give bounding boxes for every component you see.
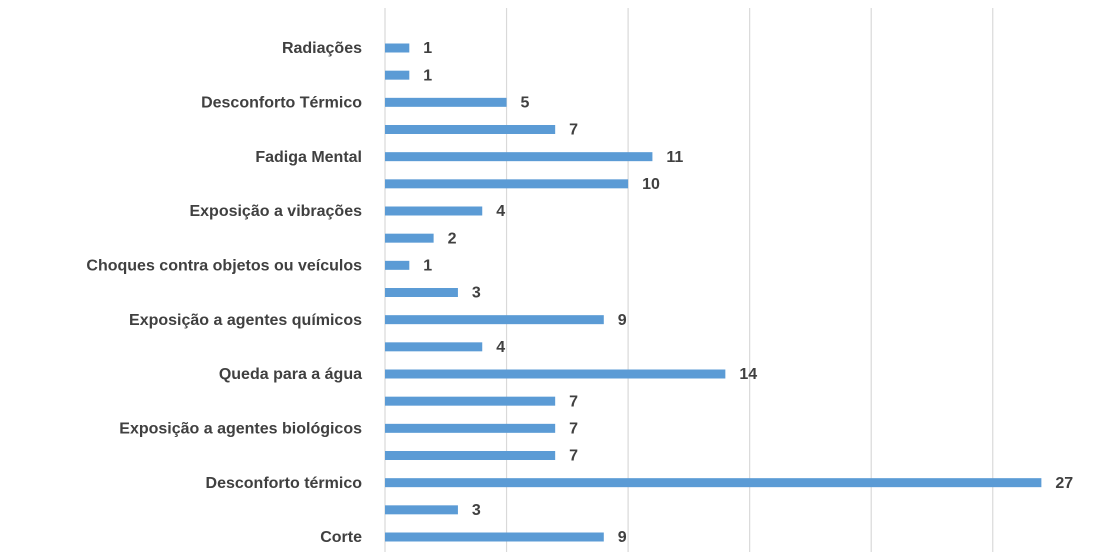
bar [385, 369, 726, 379]
bar [385, 43, 410, 53]
bar [385, 179, 629, 189]
data-label: 10 [642, 176, 660, 193]
bar [385, 260, 410, 270]
y-tick-label: Exposição a agentes biológicos [119, 421, 362, 438]
bar [385, 70, 410, 80]
y-tick-label: Radiações [282, 40, 362, 57]
bar [385, 288, 458, 297]
bar [385, 125, 556, 134]
y-tick-label: Exposição a vibrações [189, 203, 362, 220]
bar [385, 451, 556, 460]
bar [385, 396, 556, 406]
y-tick-label: Exposição a agentes químicos [129, 312, 362, 329]
data-label: 5 [521, 95, 530, 112]
bar [385, 342, 483, 352]
data-label: 7 [569, 448, 578, 465]
bar [385, 206, 483, 216]
bar [385, 505, 458, 515]
data-label: 2 [448, 230, 457, 247]
data-label: 4 [496, 339, 505, 356]
bar [385, 233, 434, 243]
data-label: 27 [1055, 475, 1073, 492]
data-label: 14 [739, 366, 757, 383]
y-tick-label: Choques contra objetos ou veículos [86, 258, 362, 275]
data-label: 9 [618, 312, 627, 329]
bar [385, 532, 604, 542]
data-label: 7 [569, 122, 578, 139]
data-label: 1 [423, 40, 432, 57]
data-label: 7 [569, 421, 578, 438]
bar [385, 152, 653, 162]
data-label: 1 [423, 258, 432, 275]
bar [385, 97, 507, 107]
data-label: 1 [423, 67, 432, 84]
data-label: 7 [569, 393, 578, 410]
bar [385, 315, 604, 325]
y-tick-label: Queda para a água [219, 366, 362, 383]
y-tick-label: Fadiga Mental [255, 149, 362, 166]
y-tick-label: Desconforto Térmico [201, 95, 362, 112]
data-label: 3 [472, 502, 481, 519]
data-label: 4 [496, 203, 505, 220]
bar [385, 478, 1042, 488]
data-label: 11 [666, 149, 683, 166]
y-tick-label: Desconforto térmico [206, 475, 363, 492]
y-tick-label: Corte [320, 529, 362, 546]
bar [385, 423, 556, 433]
data-label: 9 [618, 529, 627, 546]
data-label: 3 [472, 285, 481, 302]
